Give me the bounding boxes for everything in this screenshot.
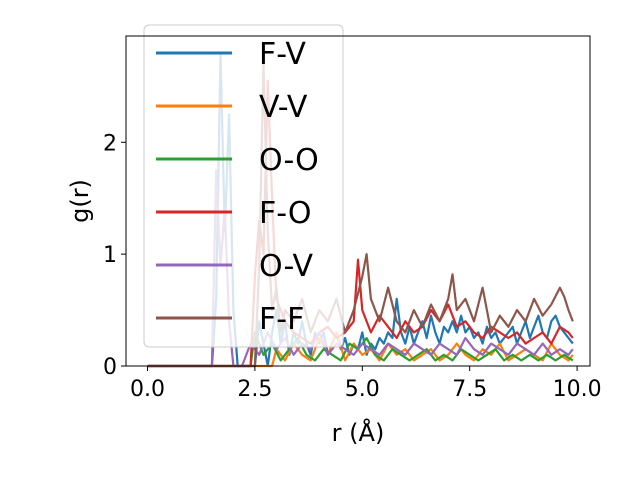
y-axis-label: g(r) <box>66 179 94 223</box>
legend-label-f-f: F-F <box>259 302 304 337</box>
legend-label-v-v: V-V <box>259 90 308 125</box>
x-axis-label: r (Å) <box>332 418 385 447</box>
series-line-f-v <box>147 53 574 368</box>
legend-label-o-o: O-O <box>259 143 319 178</box>
x-tick-label: 2.5 <box>237 377 272 402</box>
x-tick-label: 7.5 <box>452 377 487 402</box>
legend: F-V V-V O-O F-O O-V F-F <box>143 24 344 348</box>
y-tick-label: 2 <box>103 131 117 156</box>
legend-label-o-v: O-V <box>259 249 314 284</box>
y-tick-label: 1 <box>103 243 117 268</box>
axes: 0.0 2.5 5.0 7.5 10.0 0 1 2 <box>103 131 602 402</box>
legend-box <box>143 24 344 348</box>
x-tick-label: 5.0 <box>345 377 380 402</box>
legend-label-f-v: F-V <box>259 37 306 72</box>
x-tick-label: 0.0 <box>130 377 165 402</box>
plot-frame <box>125 35 591 367</box>
legend-label-f-o: F-O <box>259 196 312 231</box>
series-line-o-v <box>147 169 574 368</box>
x-tick-label: 10.0 <box>553 377 602 402</box>
y-tick-label: 0 <box>103 355 117 380</box>
series-line-v-v <box>147 331 574 368</box>
